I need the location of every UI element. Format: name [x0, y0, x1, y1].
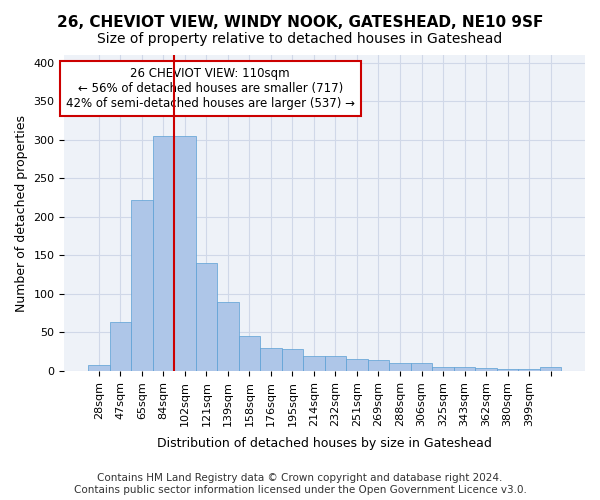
- Bar: [497, 368, 518, 371]
- Text: 26, CHEVIOT VIEW, WINDY NOOK, GATESHEAD, NE10 9SF: 26, CHEVIOT VIEW, WINDY NOOK, GATESHEAD,…: [57, 15, 543, 30]
- Bar: [131, 200, 152, 371]
- Bar: [303, 356, 325, 371]
- Text: 26 CHEVIOT VIEW: 110sqm
← 56% of detached houses are smaller (717)
42% of semi-d: 26 CHEVIOT VIEW: 110sqm ← 56% of detache…: [65, 66, 355, 110]
- Text: Contains HM Land Registry data © Crown copyright and database right 2024.
Contai: Contains HM Land Registry data © Crown c…: [74, 474, 526, 495]
- Bar: [110, 322, 131, 371]
- Bar: [281, 350, 303, 371]
- Bar: [174, 136, 196, 371]
- Bar: [239, 336, 260, 371]
- Text: Size of property relative to detached houses in Gateshead: Size of property relative to detached ho…: [97, 32, 503, 46]
- Bar: [346, 360, 368, 371]
- Bar: [152, 136, 174, 371]
- Bar: [368, 360, 389, 371]
- X-axis label: Distribution of detached houses by size in Gateshead: Distribution of detached houses by size …: [157, 437, 492, 450]
- Bar: [217, 302, 239, 371]
- Bar: [260, 348, 281, 371]
- Bar: [540, 367, 562, 371]
- Bar: [389, 362, 411, 371]
- Bar: [518, 368, 540, 371]
- Bar: [88, 365, 110, 371]
- Bar: [475, 368, 497, 371]
- Bar: [454, 367, 475, 371]
- Bar: [432, 367, 454, 371]
- Bar: [196, 263, 217, 371]
- Bar: [411, 364, 432, 371]
- Y-axis label: Number of detached properties: Number of detached properties: [15, 114, 28, 312]
- Bar: [325, 356, 346, 371]
